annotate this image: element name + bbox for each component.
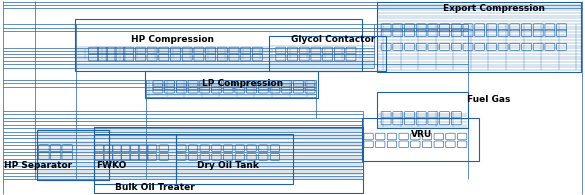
Text: VRU: VRU (411, 130, 432, 139)
Bar (362, 118, 479, 161)
Bar (145, 71, 318, 98)
Bar (377, 2, 581, 72)
Bar (94, 127, 363, 193)
Text: LP Compression: LP Compression (202, 79, 283, 88)
Text: Dry Oil Tank: Dry Oil Tank (197, 161, 259, 170)
Text: Export Compression: Export Compression (443, 4, 545, 13)
Bar (94, 134, 176, 184)
Text: HP Compression: HP Compression (131, 35, 214, 43)
Bar (377, 92, 468, 128)
Text: Glycol Contactor: Glycol Contactor (291, 35, 376, 43)
Text: Fuel Gas: Fuel Gas (467, 95, 510, 104)
Text: HP Separator: HP Separator (4, 161, 72, 170)
Bar (75, 19, 362, 71)
Text: Bulk Oil Treater: Bulk Oil Treater (115, 183, 195, 192)
Bar (176, 134, 292, 184)
Text: FWKO: FWKO (96, 161, 126, 170)
Bar (37, 130, 109, 180)
Bar (269, 36, 386, 71)
Bar (37, 130, 109, 180)
